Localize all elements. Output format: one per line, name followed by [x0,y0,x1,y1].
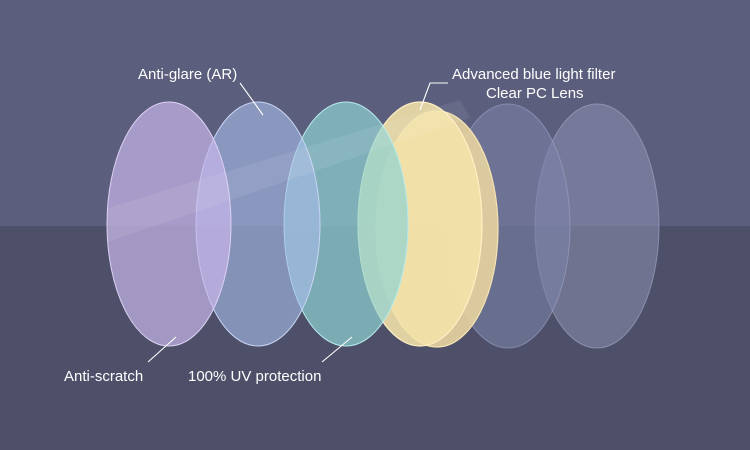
callout-line-blue-light [419,82,448,111]
label-blue-light-filter: Advanced blue light filter [452,66,615,83]
label-uv-protection: 100% UV protection [188,368,321,385]
label-anti-scratch: Anti-scratch [64,368,143,385]
lens-stack [106,100,660,349]
lens-anti-scratch [106,101,232,347]
callout-line-anti-glare [239,82,264,116]
callout-lines [147,82,448,363]
callout-line-uv [321,336,353,363]
label-anti-glare: Anti-glare (AR) [138,66,237,83]
label-clear-pc-lens: Clear PC Lens [486,85,584,102]
callout-line-anti-scratch [147,336,177,363]
glare-stripe [108,100,470,242]
